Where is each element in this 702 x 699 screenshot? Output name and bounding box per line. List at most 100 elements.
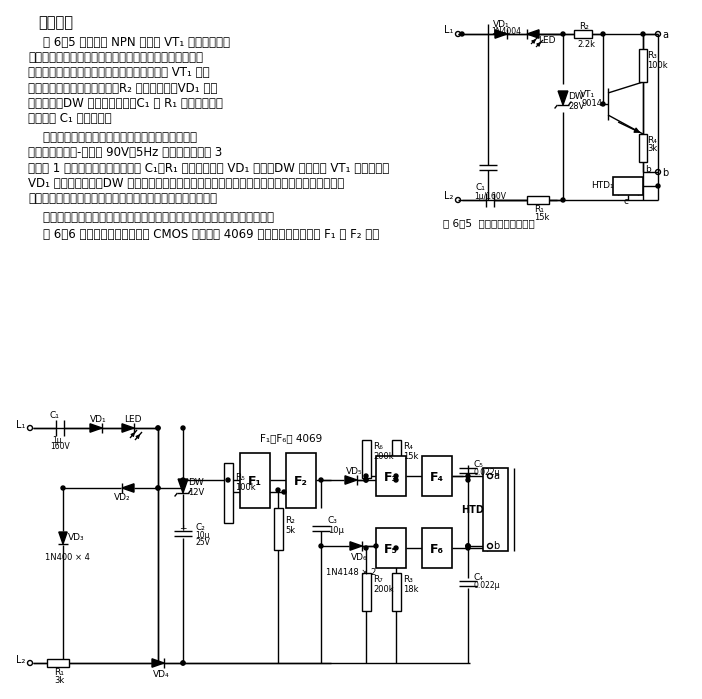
Circle shape <box>656 184 660 188</box>
Text: L₂: L₂ <box>16 655 25 665</box>
Circle shape <box>394 474 398 478</box>
Text: 12V: 12V <box>188 488 204 497</box>
Polygon shape <box>350 542 362 550</box>
Circle shape <box>181 478 185 482</box>
Text: R₂: R₂ <box>579 22 589 31</box>
Text: R₄: R₄ <box>647 136 657 145</box>
Circle shape <box>641 32 645 36</box>
Text: F₄: F₄ <box>430 471 444 484</box>
Text: 3k: 3k <box>647 144 657 153</box>
Bar <box>392 573 401 611</box>
Circle shape <box>466 478 470 482</box>
Circle shape <box>374 544 378 548</box>
Bar <box>613 177 643 195</box>
Text: 话机发送一个峰-峰値为 90V、5Hz 的铃声（并以断 3: 话机发送一个峰-峰値为 90V、5Hz 的铃声（并以断 3 <box>28 146 223 159</box>
Text: 正反馈支路而形成自激振荡。R₂ 为隔离电阵。VD₁ 为整: 正反馈支路而形成自激振荡。R₂ 为隔离电阵。VD₁ 为整 <box>28 82 218 94</box>
Text: C₃: C₃ <box>328 516 338 525</box>
Bar <box>392 440 401 478</box>
Text: 这种振铃器声音轻柔，类似鸟鸣，且电路简单，体积小巧，便于制作安装。: 这种振铃器声音轻柔，类似鸟鸣，且电路简单，体积小巧，便于制作安装。 <box>28 211 274 224</box>
Polygon shape <box>122 484 134 492</box>
Bar <box>376 456 406 496</box>
Text: VT₁: VT₁ <box>580 90 595 99</box>
Text: a: a <box>662 30 668 40</box>
Text: F₃: F₃ <box>384 471 398 484</box>
Text: 10μ: 10μ <box>328 526 344 535</box>
Bar <box>422 528 452 568</box>
Text: 1N4004: 1N4004 <box>491 27 521 36</box>
Circle shape <box>156 426 160 430</box>
Text: LED: LED <box>538 36 555 45</box>
Text: 0.022μ: 0.022μ <box>473 581 500 590</box>
Text: 图 6－5  电子振铃电路原理图: 图 6－5 电子振铃电路原理图 <box>443 218 535 228</box>
Text: 160V: 160V <box>50 442 69 451</box>
Text: F₆: F₆ <box>430 543 444 556</box>
Polygon shape <box>59 532 67 544</box>
Text: 1N400 × 4: 1N400 × 4 <box>45 553 90 562</box>
Text: VD₁ 截止的半周内，DW 正向导通，电流流经用作振铃指示灯的发光二极管，从而使铃流的正、: VD₁ 截止的半周内，DW 正向导通，电流流经用作振铃指示灯的发光二极管，从而使… <box>28 177 344 190</box>
Text: C₁: C₁ <box>50 411 60 420</box>
Bar <box>422 456 452 496</box>
Text: 图 6－5 为用一只 NPN 晶体管 VT₁ 为核心实现的: 图 6－5 为用一只 NPN 晶体管 VT₁ 为核心实现的 <box>28 36 230 49</box>
Text: R₁: R₁ <box>534 205 544 214</box>
Polygon shape <box>558 91 568 105</box>
Text: 用，同时 C₁ 用于隔直。: 用，同时 C₁ 用于隔直。 <box>28 112 112 125</box>
Text: 反馈极且装有放音腔的压电蜂鸣器构成。它为 VT₁ 提供: 反馈极且装有放音腔的压电蜂鸣器构成。它为 VT₁ 提供 <box>28 66 210 80</box>
Circle shape <box>156 426 160 430</box>
Text: R₆: R₆ <box>373 442 383 451</box>
Text: DW: DW <box>568 92 584 101</box>
Text: 15k: 15k <box>403 452 418 461</box>
Text: LED: LED <box>124 415 142 424</box>
Text: 200k: 200k <box>373 452 394 461</box>
Circle shape <box>61 486 65 490</box>
Text: 1N4148 × 2: 1N4148 × 2 <box>326 568 376 577</box>
Text: 0.022μ: 0.022μ <box>473 468 500 477</box>
Circle shape <box>601 102 605 106</box>
Text: VD₁: VD₁ <box>493 20 510 29</box>
Text: b: b <box>662 168 668 178</box>
Text: 100k: 100k <box>235 483 256 492</box>
Text: 3k: 3k <box>54 676 65 685</box>
Text: 负两半周，分别为振铃电路的声、光两种指示方式提供电源。: 负两半周，分别为振铃电路的声、光两种指示方式提供电源。 <box>28 192 217 205</box>
Circle shape <box>466 474 470 478</box>
Text: R₃: R₃ <box>403 575 413 584</box>
Text: 25V: 25V <box>195 538 210 547</box>
Text: 工作原理: 工作原理 <box>38 15 73 30</box>
Circle shape <box>364 478 368 482</box>
Bar <box>362 440 371 478</box>
Text: 100k: 100k <box>647 61 668 70</box>
Bar <box>483 468 508 551</box>
Text: R₄: R₄ <box>403 442 413 451</box>
Text: 9014: 9014 <box>582 99 603 108</box>
Text: 流二极管。DW 是鈗位二极管。C₁ 和 R₁ 起限流降压作: 流二极管。DW 是鈗位二极管。C₁ 和 R₁ 起限流降压作 <box>28 96 223 110</box>
Text: C₂: C₂ <box>195 523 205 532</box>
Circle shape <box>394 546 398 550</box>
Text: L₂: L₂ <box>444 191 453 201</box>
Polygon shape <box>122 424 134 432</box>
Bar <box>639 49 647 82</box>
Circle shape <box>601 32 605 36</box>
Text: 2.2k: 2.2k <box>577 40 595 49</box>
Text: VD₆: VD₆ <box>351 553 368 562</box>
Circle shape <box>394 478 398 482</box>
Text: F₂: F₂ <box>294 475 308 488</box>
Text: C₁: C₁ <box>476 183 486 192</box>
Circle shape <box>226 478 230 482</box>
Text: VD₄: VD₄ <box>153 670 170 679</box>
Text: R₅: R₅ <box>235 473 245 482</box>
Text: a: a <box>493 471 499 481</box>
Circle shape <box>364 478 368 482</box>
Circle shape <box>466 546 470 550</box>
Text: b: b <box>493 541 499 551</box>
Circle shape <box>282 490 286 494</box>
Bar <box>240 453 270 508</box>
Text: VD₃: VD₃ <box>68 533 85 542</box>
Polygon shape <box>345 476 357 484</box>
Bar <box>376 528 406 568</box>
Bar <box>286 453 316 508</box>
Circle shape <box>319 544 323 548</box>
Text: HTD: HTD <box>461 505 484 515</box>
Text: R₇: R₇ <box>373 575 383 584</box>
Text: 28V: 28V <box>568 102 584 111</box>
Bar <box>639 134 647 162</box>
Text: 200k: 200k <box>373 585 394 594</box>
